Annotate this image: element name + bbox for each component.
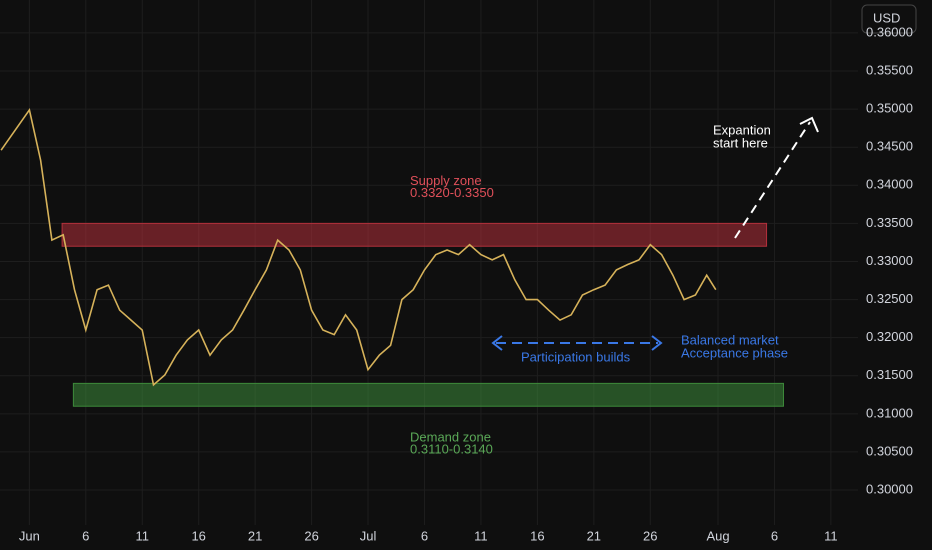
- price-line: [0, 107, 717, 387]
- x-tick-label: 11: [824, 528, 838, 543]
- x-tick-label: Jun: [19, 528, 40, 543]
- arrow-head: [651, 335, 663, 351]
- x-tick-label: 11: [135, 528, 149, 543]
- zone: [72, 382, 784, 407]
- x-tick-label: 26: [304, 528, 318, 543]
- zone-name: Supply zone: [410, 173, 482, 188]
- annotation: Participation builds: [521, 349, 631, 364]
- zone: [61, 222, 768, 247]
- arrow-head: [799, 116, 819, 133]
- y-tick-label: 0.30000: [866, 481, 913, 496]
- zone-range: 0.3320-0.3350: [410, 185, 494, 200]
- y-tick-label: 0.30500: [866, 443, 913, 458]
- y-tick-label: 0.33000: [866, 253, 913, 268]
- y-tick-label: 0.33500: [866, 215, 913, 230]
- annotation: start here: [713, 135, 768, 150]
- expansion-arrow: [734, 121, 811, 239]
- annotation: Acceptance phase: [681, 345, 788, 360]
- x-tick-label: 21: [587, 528, 601, 543]
- y-tick-label: 0.35000: [866, 101, 913, 116]
- y-tick-label: 0.31000: [866, 405, 913, 420]
- x-tick-label: Jul: [360, 528, 377, 543]
- annotation: Balanced market: [681, 332, 779, 347]
- y-tick-label: 0.32000: [866, 329, 913, 344]
- y-tick-label: 0.34000: [866, 177, 913, 192]
- y-tick-label: 0.35500: [866, 62, 913, 77]
- x-tick-label: 16: [191, 528, 205, 543]
- x-tick-label: 16: [530, 528, 544, 543]
- y-tick-label: 0.32500: [866, 291, 913, 306]
- currency-button[interactable]: [861, 4, 917, 34]
- currency-label[interactable]: USD: [873, 10, 900, 25]
- x-tick-label: 21: [248, 528, 262, 543]
- y-tick-label: 0.36000: [866, 24, 913, 39]
- x-tick-label: 6: [82, 528, 89, 543]
- annotation: Expantion: [713, 122, 771, 137]
- x-tick-label: 6: [421, 528, 428, 543]
- x-tick-label: Aug: [706, 528, 729, 543]
- y-tick-label: 0.34500: [866, 139, 913, 154]
- arrow-head: [491, 335, 503, 351]
- zone-name: Demand zone: [410, 430, 491, 445]
- y-tick-label: 0.31500: [866, 367, 913, 382]
- zone-range: 0.3110-0.3140: [410, 442, 493, 457]
- x-tick-label: 11: [474, 528, 488, 543]
- x-tick-label: 26: [643, 528, 657, 543]
- x-tick-label: 6: [771, 528, 778, 543]
